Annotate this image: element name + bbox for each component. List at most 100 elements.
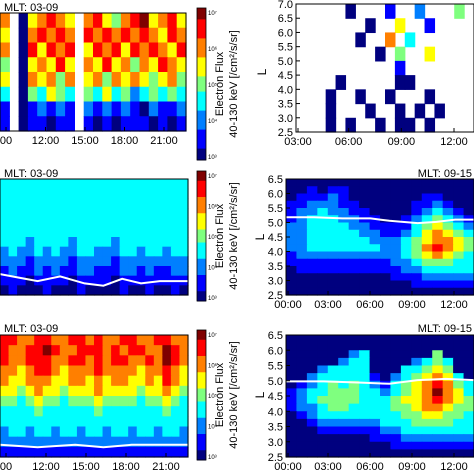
heatmap-cell [348,244,360,253]
heatmap-cell [153,375,163,387]
heatmap-cell [411,335,423,344]
heatmap-cell [338,273,350,282]
heatmap-cell [136,416,146,428]
heatmap-cell [380,418,392,428]
heatmap-cell [0,385,10,397]
heatmap-cell [306,280,318,289]
heatmap-cell [128,198,138,209]
heatmap-cell [463,179,474,187]
heatmap-cell [68,256,78,267]
heatmap-cell [145,237,155,248]
heatmap-cell [59,365,69,377]
heatmap-cell [37,116,48,132]
heatmap-cell [68,188,78,199]
heatmap-cell [442,179,454,187]
heatmap-cell [76,335,87,346]
heatmap-cell [369,411,381,420]
heatmap-cell [296,251,308,260]
heatmap-cell [176,72,187,88]
heatmap-cell [375,46,386,62]
heatmap-cell [59,385,69,397]
heatmap-cell [348,373,360,382]
heatmap-cell [327,193,339,202]
heatmap-cell [380,403,392,412]
colorbar-segment [197,369,206,373]
heatmap-cell [42,285,52,296]
heatmap-cell [369,273,381,282]
heatmap-cell [25,396,35,407]
heatmap-cell [111,416,121,428]
heatmap-cell [463,222,474,231]
heatmap-cell [46,101,57,117]
heatmap-cell [176,27,187,44]
heatmap-cell [432,380,444,389]
heatmap-cell [94,446,104,458]
heatmap-cell [296,237,308,245]
heatmap-cell [421,273,433,282]
colorbar-tick-label: 10⁴ [208,118,218,125]
heatmap-cell [359,403,371,412]
heatmap-cell [348,396,360,405]
heatmap-cell [153,345,163,356]
heatmap-cell [102,116,113,132]
colorbar-segment [197,80,206,85]
heatmap-cell [286,418,298,428]
heatmap-cell [317,380,329,389]
heatmap-cell [59,227,69,238]
heatmap-cell [102,345,112,356]
heatmap-cell [359,396,371,405]
heatmap-cell [453,380,465,389]
colorbar-segment [197,365,206,370]
heatmap-cell [411,229,423,238]
heatmap-cell [411,266,423,274]
heatmap-cell [296,193,308,202]
x-ticks-left-bottom: 00 12:00 15:00 18:00 21:00 [0,453,180,473]
heatmap-cell [68,436,78,448]
colorbar-label-line1: Electron Flux [214,203,226,268]
heatmap-cell [170,285,181,296]
heatmap-cell [130,86,141,103]
heatmap-cell [85,365,95,377]
heatmap-cell [119,335,129,346]
x-tick-label: 15:00 [72,461,100,473]
heatmap-cell [421,365,433,374]
x-tick-label: 21:00 [152,461,180,473]
heatmap-cell [119,256,129,267]
heatmap-cell [380,200,392,209]
heatmap-cell [0,13,10,29]
heatmap-cell [286,403,298,412]
heatmap-cell [59,256,69,267]
heatmap-cell [17,217,27,228]
heatmap-cell [25,208,35,219]
heatmap-cell [296,244,308,253]
heatmap-cell [421,208,433,216]
heatmap-cell [93,57,103,73]
heatmap-cell [145,406,155,417]
heatmap-cell [359,365,371,374]
heatmap-cell [145,256,155,267]
heatmap-cell [170,406,181,417]
colorbar-segment [197,391,206,396]
heatmap-cell [421,388,433,397]
heatmap-cell [94,365,104,377]
heatmap-cell [42,217,52,228]
heatmap-cell [348,179,360,187]
colorbar-segment [197,213,206,217]
heatmap-cell [338,280,350,289]
heatmap-cell [390,411,402,420]
colorbar-segment [197,284,206,289]
heatmap-cell [128,256,138,267]
heatmap-cell [162,179,172,190]
heatmap-cell [385,89,396,105]
heatmap-cell [111,13,122,29]
heatmap-cell [296,357,308,367]
heatmap-cell [327,357,339,367]
heatmap-cell [76,198,87,209]
heatmap-cell [400,411,412,420]
heatmap-cell [158,13,168,29]
heatmap-left-bottom [0,335,189,458]
colorbar-segment [197,193,206,198]
heatmap-cell [385,32,396,48]
heatmap-cell [400,403,412,412]
heatmap-cell [390,273,402,282]
